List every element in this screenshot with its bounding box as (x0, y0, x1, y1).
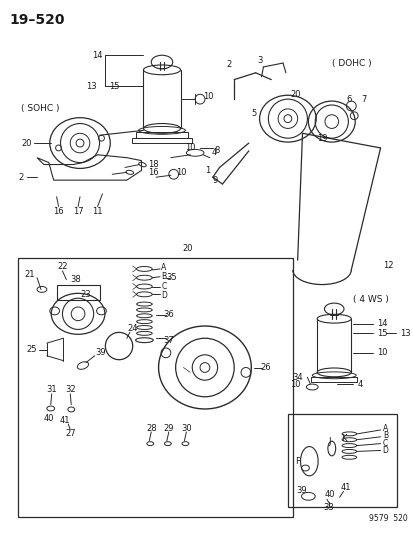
Text: 39: 39 (95, 349, 106, 357)
Text: 15: 15 (376, 329, 386, 338)
Text: 14: 14 (92, 51, 102, 60)
Bar (17, 258, 292, 517)
Text: 21: 21 (24, 270, 34, 279)
Bar (57, 285, 99, 300)
Text: 9579  520: 9579 520 (368, 514, 407, 523)
Text: 23: 23 (81, 290, 91, 299)
Text: 31: 31 (46, 385, 57, 394)
Text: 16: 16 (148, 168, 159, 177)
Text: 24: 24 (127, 324, 138, 333)
Text: 2: 2 (226, 60, 231, 69)
Text: 4: 4 (211, 148, 217, 157)
Text: C: C (161, 282, 166, 291)
Text: 17: 17 (73, 207, 83, 216)
Text: 19: 19 (316, 134, 327, 143)
Text: 30: 30 (180, 424, 191, 432)
Text: 11: 11 (92, 207, 102, 216)
Text: 10: 10 (202, 92, 213, 101)
Text: 8: 8 (214, 147, 219, 155)
Text: 19–520: 19–520 (10, 13, 65, 27)
Text: 33: 33 (323, 503, 333, 512)
Text: 10: 10 (176, 168, 186, 177)
Text: D: D (382, 446, 387, 455)
Text: 3: 3 (256, 55, 261, 64)
Text: 10: 10 (184, 143, 195, 152)
Text: 35: 35 (166, 273, 177, 282)
Text: B: B (382, 431, 387, 440)
Bar (135, 132, 188, 138)
Text: 32: 32 (65, 385, 76, 394)
Text: ( SOHC ): ( SOHC ) (21, 104, 60, 114)
Bar (311, 377, 356, 382)
Text: 18: 18 (148, 160, 159, 169)
Text: 25: 25 (26, 345, 36, 354)
Text: K: K (340, 434, 345, 443)
Text: 29: 29 (163, 424, 173, 432)
Text: A: A (382, 424, 387, 433)
Text: 26: 26 (259, 363, 270, 372)
Text: 13: 13 (399, 329, 410, 338)
Text: B: B (161, 272, 166, 281)
Text: 12: 12 (382, 261, 393, 270)
Text: 14: 14 (376, 319, 386, 328)
Text: D: D (161, 291, 166, 300)
Text: 4: 4 (356, 379, 361, 389)
Text: 22: 22 (57, 262, 68, 271)
Text: ( DOHC ): ( DOHC ) (331, 59, 370, 68)
Text: 6: 6 (346, 95, 351, 103)
Text: 13: 13 (86, 82, 97, 91)
Bar (287, 414, 396, 507)
Text: 28: 28 (146, 424, 156, 432)
Text: 41: 41 (59, 416, 69, 425)
Text: 36: 36 (163, 310, 174, 319)
Text: A: A (161, 263, 166, 272)
Text: 7: 7 (361, 95, 366, 103)
Text: 20: 20 (182, 244, 192, 253)
Text: 9: 9 (211, 176, 217, 184)
Text: 34: 34 (291, 373, 302, 382)
Text: 20: 20 (290, 90, 300, 99)
Text: 20: 20 (21, 139, 31, 148)
Text: J: J (328, 437, 330, 446)
Text: 2: 2 (19, 173, 24, 182)
Text: 40: 40 (43, 414, 54, 423)
Text: C: C (382, 439, 387, 448)
Text: ( 4 WS ): ( 4 WS ) (352, 295, 388, 304)
Text: 40: 40 (324, 490, 334, 499)
Text: 41: 41 (339, 483, 350, 492)
Text: 15: 15 (109, 82, 119, 91)
Text: F: F (294, 457, 299, 466)
Text: 10: 10 (376, 349, 386, 357)
Text: 37: 37 (163, 336, 174, 345)
Text: 10: 10 (290, 379, 300, 389)
Bar (131, 138, 192, 143)
Text: 27: 27 (65, 430, 76, 438)
Text: 39: 39 (296, 486, 306, 495)
Text: 16: 16 (53, 207, 64, 216)
Text: 38: 38 (71, 275, 81, 284)
Text: 5: 5 (251, 109, 256, 118)
Text: 1: 1 (205, 166, 210, 175)
